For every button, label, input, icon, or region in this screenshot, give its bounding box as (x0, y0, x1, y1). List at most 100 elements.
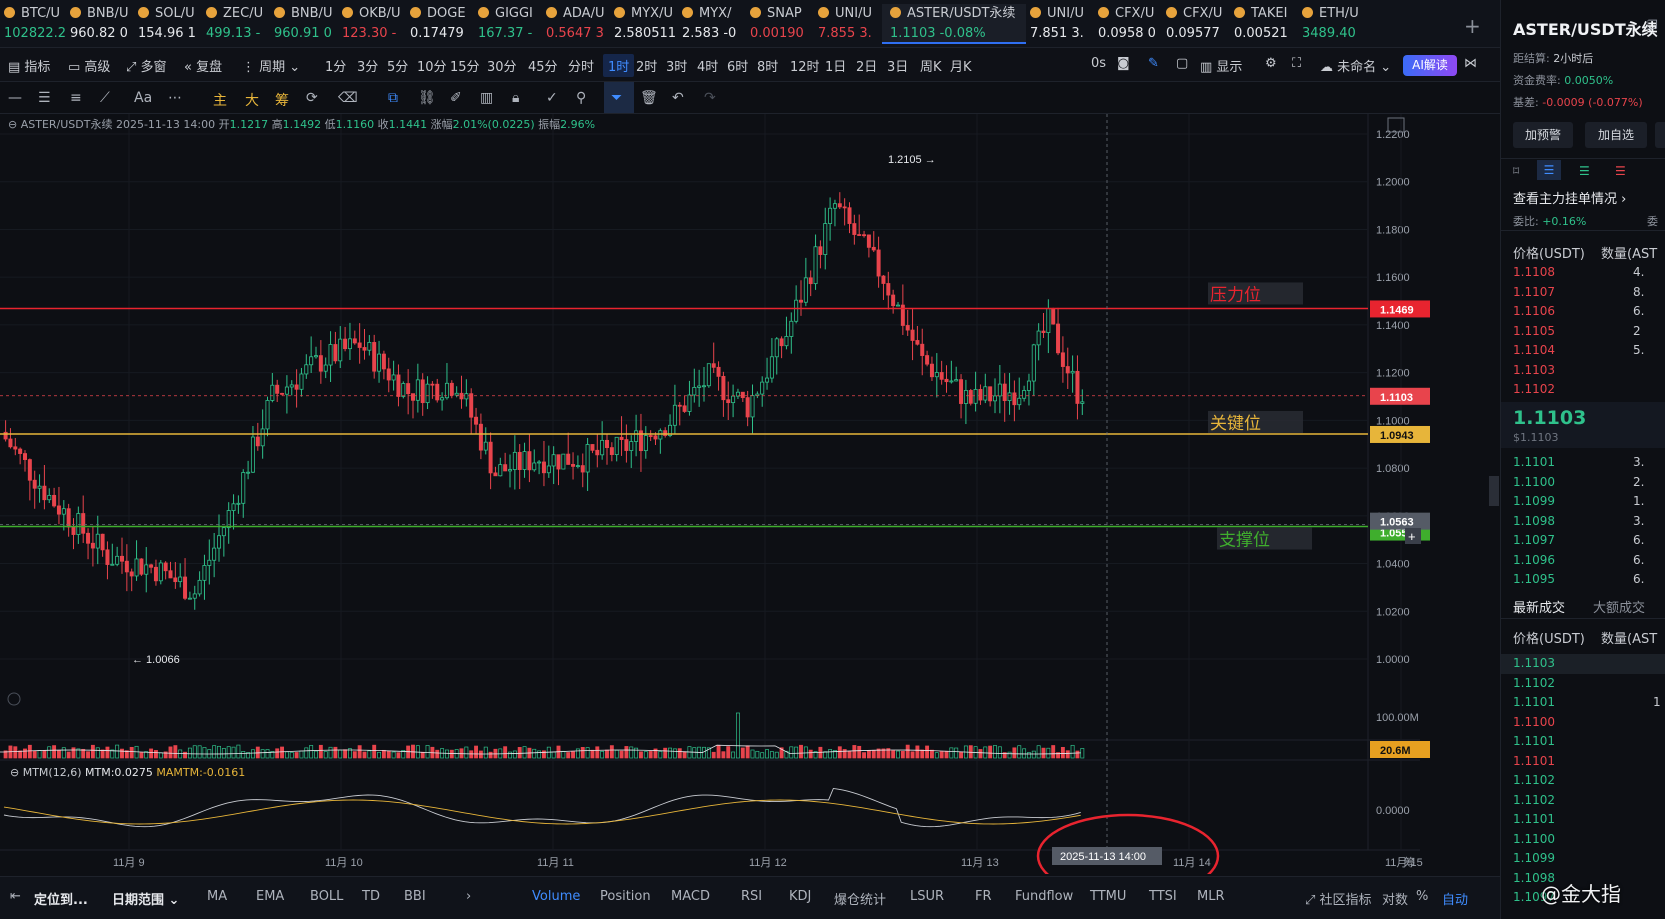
lock-icon[interactable]: 🔒︎ (512, 90, 520, 106)
timeframe-18[interactable]: 周K (920, 60, 942, 75)
indicator-button[interactable]: ▤ 指标 (8, 60, 51, 75)
tab-latest-trades[interactable]: 最新成交 (1513, 601, 1566, 616)
ai-analysis-button[interactable]: AI解读 (1403, 55, 1457, 76)
timeframe-11[interactable]: 4时 (697, 60, 719, 75)
bid-price[interactable]: 1.1097 (1513, 533, 1555, 547)
ticker-item[interactable]: OKB/U 123.30 - (338, 4, 406, 44)
ask-price[interactable]: 1.1104 (1513, 343, 1555, 357)
channel-icon[interactable]: ≡ (70, 90, 82, 106)
add-alert-button[interactable]: 加预警 (1513, 122, 1573, 148)
display-button[interactable]: ▥ 显示 (1200, 60, 1243, 75)
ruler-icon[interactable]: ⟋ (100, 90, 110, 106)
timeframe-10[interactable]: 3时 (666, 60, 688, 75)
ticker-item[interactable]: BNB/U 960.82 0 (66, 4, 134, 44)
ticker-item[interactable]: ASTER/USDT永续 1.1103 -0.08% (882, 4, 1026, 44)
ticker-item[interactable]: BNB/U 960.91 0 (270, 4, 338, 44)
orderbook-both-icon[interactable]: ☰ (1537, 160, 1561, 180)
link-icon[interactable]: ⛓ (418, 90, 436, 106)
advanced-button[interactable]: ▭ 高级 (68, 60, 111, 75)
ask-price[interactable]: 1.1103 (1513, 362, 1555, 377)
add-watchlist-button[interactable]: 加自选 (1585, 122, 1647, 148)
timeframe-16[interactable]: 2日 (856, 60, 878, 75)
fork-icon[interactable]: ⚲ (576, 90, 587, 106)
text-tool-icon[interactable]: Aa (134, 90, 153, 106)
overlay-boll[interactable]: BOLL (310, 889, 344, 904)
tab-爆仓统计[interactable]: 爆仓统计 (834, 893, 887, 908)
auto-scale-toggle[interactable]: 自动 (1442, 893, 1469, 908)
trash-icon[interactable]: 🗑︎ (640, 90, 658, 106)
ticker-item[interactable]: CFX/U 0.09577 (1162, 4, 1230, 44)
orderbook-bids-icon[interactable]: ☰ (1579, 164, 1590, 178)
tab-fundflow[interactable]: Fundflow (1015, 889, 1074, 904)
main-force-tool[interactable]: 主 (213, 93, 227, 109)
undo-icon[interactable]: ↶ (672, 90, 684, 106)
ticker-item[interactable]: MYX/U 2.580511 (610, 4, 678, 44)
locate-button[interactable]: 定位到... (34, 893, 88, 908)
timeframe-9[interactable]: 2时 (636, 60, 658, 75)
tab-macd[interactable]: MACD (671, 889, 710, 904)
bid-price[interactable]: 1.1096 (1513, 552, 1555, 567)
collapse-icon[interactable]: ⊖ (8, 118, 18, 131)
bid-price[interactable]: 1.1095 (1513, 572, 1555, 586)
copy-icon[interactable]: ⧉ (388, 90, 398, 106)
brush-icon[interactable]: ✐ (450, 90, 462, 106)
tab-fr[interactable]: FR (975, 889, 992, 904)
timeframe-15[interactable]: 1日 (825, 60, 847, 75)
chips-tool[interactable]: 筹 (275, 93, 289, 109)
timeframe-6[interactable]: 45分 (528, 60, 558, 75)
redo-icon[interactable]: ↷ (704, 90, 716, 106)
tab-lsur[interactable]: LSUR (910, 889, 945, 904)
more-tools-icon[interactable]: ⋯ (168, 90, 182, 106)
add-tab-icon[interactable]: + (1464, 14, 1481, 38)
ticker-item[interactable]: GIGGI 167.37 - (474, 4, 542, 44)
overlay-td[interactable]: TD (362, 889, 380, 904)
ask-price[interactable]: 1.1108 (1513, 265, 1555, 279)
orderbook-asks-icon[interactable]: ☰ (1615, 164, 1626, 178)
timeframe-2[interactable]: 5分 (387, 60, 409, 75)
timeframe-12[interactable]: 6时 (727, 60, 749, 75)
ticker-item[interactable]: UNI/U 7.855 3. (814, 4, 882, 44)
candlestick-chart[interactable]: 1.2200 1.2000 1.1800 1.1600 1.1400 1.1200 1.10… (0, 114, 1500, 874)
timeframe-7[interactable]: 分时 (568, 60, 595, 75)
timeframe-5[interactable]: 30分 (487, 60, 517, 75)
timeframe-17[interactable]: 3日 (887, 60, 909, 75)
ticker-item[interactable]: SOL/U 154.96 1 (134, 4, 202, 44)
timeframe-1[interactable]: 3分 (357, 60, 379, 75)
tab-mlr[interactable]: MLR (1197, 889, 1225, 904)
lines-icon[interactable]: ☰ (38, 90, 51, 106)
replay-button[interactable]: « 复盘 (184, 60, 223, 75)
tab-ttsi[interactable]: TTSI (1149, 889, 1177, 904)
timeframe-4[interactable]: 15分 (450, 60, 480, 75)
date-range-button[interactable]: 日期范围 ⌄ (112, 893, 180, 908)
chat-icon[interactable]: ⌑ (1513, 164, 1520, 178)
bid-price[interactable]: 1.1101 (1513, 455, 1555, 469)
mtm-collapse-icon[interactable]: ⊖ (10, 766, 20, 779)
ticker-item[interactable]: ADA/U 0.5647 3 (542, 4, 610, 44)
tab-rsi[interactable]: RSI (741, 889, 763, 904)
bid-price[interactable]: 1.1098 (1513, 513, 1555, 528)
ticker-item[interactable]: MYX/2.583 -0 (678, 4, 746, 44)
timeframe-14[interactable]: 12时 (790, 60, 820, 75)
log-scale-toggle[interactable]: 对数 (1382, 893, 1409, 908)
tab-position[interactable]: Position (600, 889, 651, 904)
camera-icon[interactable]: ◙ (1117, 56, 1130, 71)
cloud-layout-button[interactable]: ☁ 未命名 ⌄ (1320, 60, 1392, 75)
overlay-bbi[interactable]: BBI (404, 889, 426, 904)
tab-kdj[interactable]: KDJ (789, 889, 812, 904)
share-icon[interactable]: ⋈ (1464, 56, 1477, 71)
big-order-tool[interactable]: 大 (245, 93, 259, 109)
magnet-icon[interactable]: ⟳ (306, 90, 318, 106)
timeframe-19[interactable]: 月K (950, 60, 972, 75)
ticker-item[interactable]: BTC/U 102822.2 (0, 4, 66, 44)
ticker-item[interactable]: SNAP 0.00190 (746, 4, 814, 44)
timeframe-8[interactable]: 1时 (603, 54, 635, 77)
ticker-item[interactable]: ETH/U 3489.40 (1298, 4, 1366, 44)
more-overlays-icon[interactable]: › (466, 889, 472, 904)
ticker-item[interactable]: TAKEI 0.00521 (1230, 4, 1298, 44)
ticker-item[interactable]: DOGE 0.17479 (406, 4, 474, 44)
locate-icon[interactable]: ⇤ (10, 889, 21, 904)
more-button[interactable] (1655, 122, 1665, 148)
bid-price[interactable]: 1.1100 (1513, 474, 1555, 489)
ticker-item[interactable]: ZEC/U 499.13 - (202, 4, 270, 44)
tab-volume[interactable]: Volume (532, 889, 581, 904)
